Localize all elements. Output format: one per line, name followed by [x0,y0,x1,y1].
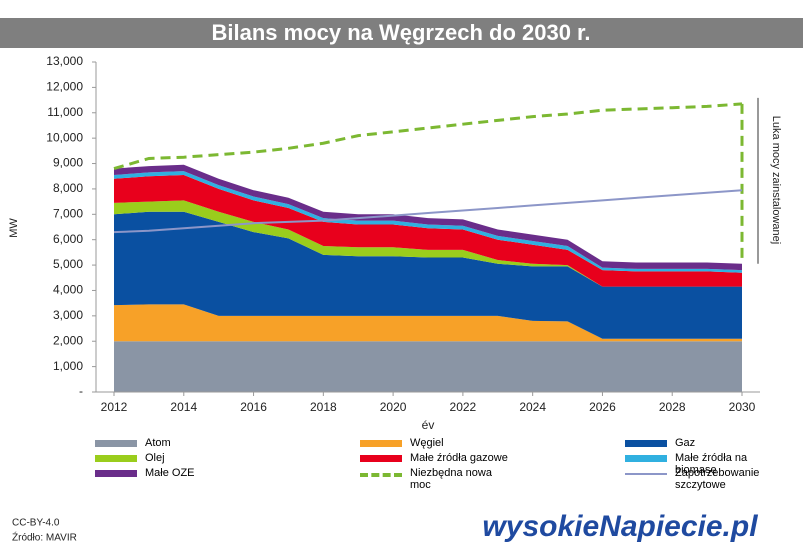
y-tick-label: 6,000 [53,232,83,246]
legend-item: Małe źródła na biomasę [625,452,775,476]
legend-swatch [360,455,402,462]
y-tick-label: 4,000 [53,283,83,297]
y-tick-label: 3,000 [53,308,83,322]
x-tick-label: 2024 [519,400,546,414]
y-tick-label: 11,000 [47,105,83,119]
x-tick-label: 2016 [240,400,267,414]
area [114,341,742,392]
x-tick-label: 2012 [101,400,128,414]
x-tick-label: 2028 [659,400,686,414]
legend-swatch [95,455,137,462]
legend-item: Atom [95,437,245,449]
y-axis-label: MW [8,218,20,238]
legend-item: Małe źródła gazowe [360,452,510,464]
legend-item: Niezbędna nowa moc [360,467,510,491]
y-tick-label: 1,000 [53,359,83,373]
legend-label: Olej [145,452,165,464]
y-tick-label: 7,000 [53,206,83,220]
y-tick-label: 9,000 [53,156,83,170]
legend-label: Zapotrzebowanie szczytowe [675,467,760,491]
legend-swatch [95,440,137,447]
chart-title: Bilans mocy na Węgrzech do 2030 r. [211,20,590,45]
area [114,211,742,339]
legend-swatch [360,473,402,477]
legend-swatch [360,440,402,447]
y-tick-label: 2,000 [53,333,83,347]
x-axis-label: év [422,418,435,432]
y-tick-label: 12,000 [46,80,83,94]
area [114,200,742,287]
area [114,174,742,287]
legend-item: Zapotrzebowanie szczytowe [625,467,775,491]
y-tick-label: 8,000 [53,181,83,195]
legend-swatch [625,455,667,462]
logo: wysokieNapiecie.pl [482,510,758,543]
x-tick-label: 2026 [589,400,616,414]
x-tick-label: 2022 [450,400,477,414]
x-tick-label: 2020 [380,400,407,414]
legend-label: Małe OZE [145,467,195,479]
y-tick-label: 5,000 [53,257,83,271]
legend-label: Węgiel [410,437,444,449]
legend-swatch [625,473,667,475]
legend-label: Niezbędna nowa moc [410,467,492,491]
legend-item: Gaz [625,437,775,449]
y-tick-label: 10,000 [46,130,83,144]
line [113,189,743,234]
y-tick-label: 13,000 [46,54,83,68]
legend-label: Atom [145,437,171,449]
legend-swatch [625,440,667,447]
legend-swatch [95,470,137,477]
legend-item: Olej [95,452,245,464]
legend-item: Małe OZE [95,467,245,479]
x-tick-label: 2030 [729,400,756,414]
y-tick-label: - [79,384,83,398]
legend-label: Małe źródła na biomasę [675,452,748,476]
title-bar [0,18,803,48]
license: CC-BY-4.0 [12,518,60,529]
line [113,102,743,171]
legend-label: Gaz [675,437,696,449]
legend-label: Małe źródła gazowe [410,452,508,464]
area [114,304,742,342]
x-tick-label: 2018 [310,400,337,414]
annotation: Luka mocy zainstalowanej [770,116,782,244]
legend-item: Węgiel [360,437,510,449]
source: Źródło: MAVIR [12,531,77,544]
x-tick-label: 2014 [170,400,197,414]
